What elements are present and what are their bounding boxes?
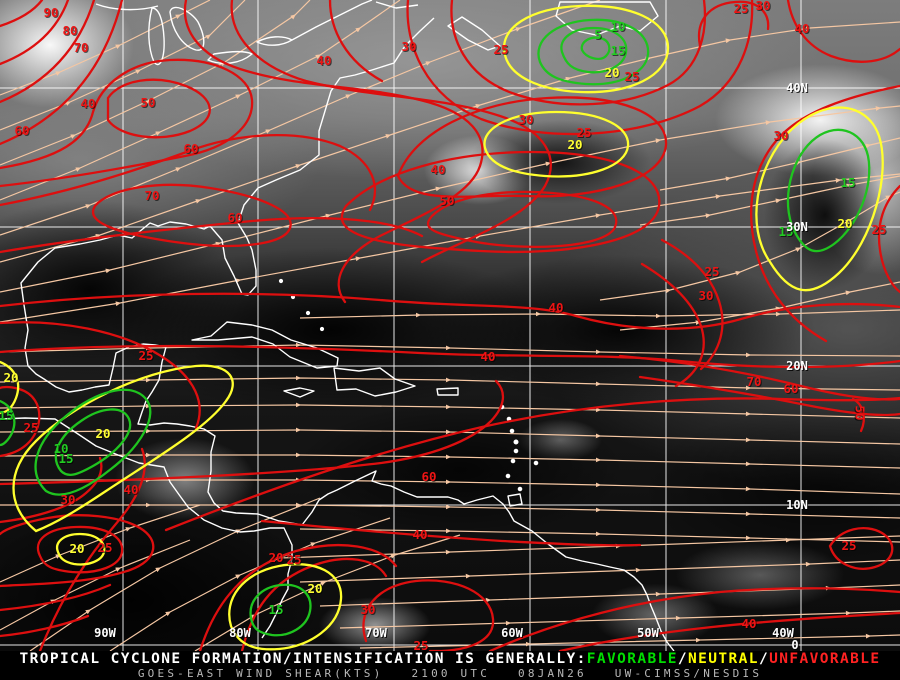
banner-neutral: NEUTRAL xyxy=(688,651,759,667)
shear-value-label-green: 15 xyxy=(778,223,794,239)
shear-value-label-red: 40 xyxy=(80,95,96,111)
longitude-label: 50W xyxy=(637,626,659,640)
shear-value-label-red: 30 xyxy=(518,111,534,127)
longitude-label: 90W xyxy=(94,626,116,640)
shear-value-label-red: 50 xyxy=(140,94,156,110)
shear-value-label-red: 60 xyxy=(14,122,30,138)
shear-value-label-green: 10 xyxy=(610,18,626,34)
latitude-label: 40N xyxy=(786,81,808,95)
shear-value-label-green: 15 xyxy=(610,42,626,58)
shear-value-label-green: 15 xyxy=(58,450,74,466)
shear-value-label-red: 25 xyxy=(493,41,509,57)
shear-value-label-red: 30 xyxy=(755,0,771,13)
shear-value-label-red: 60 xyxy=(183,140,199,156)
latitude-label: 20N xyxy=(786,359,808,373)
map-overlay-svg xyxy=(0,0,900,651)
favorability-banner: TROPICAL CYCLONE FORMATION/INTENSIFICATI… xyxy=(0,651,900,668)
longitude-label: 40W xyxy=(772,626,794,640)
shear-value-label-yellow: 20 xyxy=(837,215,853,231)
shear-value-label-red: 70 xyxy=(746,373,762,389)
shear-value-label-yellow: 20 xyxy=(95,425,111,441)
shear-value-label-red: 25 xyxy=(23,419,39,435)
shear-value-label-red: 40 xyxy=(548,299,564,315)
shear-value-label-yellow: 20 xyxy=(69,540,85,556)
shear-value-label-red: 60 xyxy=(421,468,437,484)
shear-value-label-red: 40 xyxy=(316,52,332,68)
shear-value-label-red: 40 xyxy=(412,526,428,542)
shear-value-label-red: 25 xyxy=(704,263,720,279)
shear-value-label-red: 40 xyxy=(123,481,139,497)
satellite-map: 90 80 70 60 40 50 60 70 60 40 30 25 25 25 30 40 30 25 40 50… xyxy=(0,0,900,651)
latitude-label: 0 xyxy=(791,638,799,651)
banner-favorable: FAVORABLE xyxy=(586,651,678,667)
shear-value-label-green: 10 xyxy=(53,440,69,456)
shear-value-label-yellow: 20 xyxy=(3,369,19,385)
latitude-label: 10N xyxy=(786,498,808,512)
shear-value-label-red: 60 xyxy=(227,209,243,225)
banner-separator-2: / xyxy=(758,651,770,667)
shear-value-label-red: 40 xyxy=(480,348,496,364)
shear-value-label-green: 15 xyxy=(0,407,14,423)
shear-value-label-red: 90 xyxy=(43,4,59,20)
data-source: UW-CIMSS/NESDIS xyxy=(614,667,763,680)
shear-value-label-yellow: 20 xyxy=(567,136,583,152)
longitude-label: 80W xyxy=(229,626,251,640)
shear-value-label-red: 40 xyxy=(794,20,810,36)
shear-value-label-red: 70 xyxy=(144,187,160,203)
shear-value-label-green: 15 xyxy=(840,174,856,190)
coastline-layer xyxy=(0,0,675,651)
shear-contours-yellow xyxy=(0,4,884,651)
product-name: GOES-EAST WIND SHEAR(KTS) xyxy=(137,667,384,680)
shear-value-label-red: 30 xyxy=(698,287,714,303)
shear-value-label-red: 60 xyxy=(783,380,799,396)
latitude-label: 30N xyxy=(786,220,808,234)
credit-line: GOES-EAST WIND SHEAR(KTS) 2100 UTC 08JAN… xyxy=(0,668,900,680)
shear-value-label-red: 20 xyxy=(268,549,284,565)
valid-date: 08JAN26 xyxy=(518,667,587,680)
shear-value-label-red: 25 xyxy=(733,0,749,16)
banner-prefix: TROPICAL CYCLONE FORMATION/INTENSIFICATI… xyxy=(19,651,587,667)
valid-time: 2100 UTC xyxy=(411,667,491,680)
shear-value-label-red: 30 xyxy=(401,38,417,54)
shear-value-label-red: 30 xyxy=(360,601,376,617)
shear-value-label-red: 70 xyxy=(73,39,89,55)
shear-value-label-red: 40 xyxy=(741,615,757,631)
shear-value-label-red: 30 xyxy=(773,127,789,143)
shear-value-label-red: 40 xyxy=(430,161,446,177)
shear-value-label-red: 25 xyxy=(871,221,887,237)
longitude-label: 70W xyxy=(365,626,387,640)
longitude-label: 60W xyxy=(501,626,523,640)
map-label-layer: 90 80 70 60 40 50 60 70 60 40 30 25 25 25 30 40 30 25 40 50… xyxy=(0,0,887,651)
shear-value-label-red: 25 xyxy=(624,68,640,84)
shear-value-label-red: 25 xyxy=(576,124,592,140)
shear-contours-red xyxy=(0,0,900,651)
shear-value-label-red: 25 xyxy=(841,537,857,553)
banner-separator-1: / xyxy=(677,651,689,667)
shear-value-label-red: 25 xyxy=(286,551,302,567)
shear-value-label-yellow: 20 xyxy=(307,580,323,596)
shear-value-label-red: 30 xyxy=(60,491,76,507)
shear-value-label-red: 80 xyxy=(62,22,78,38)
shear-value-label-red: 50 xyxy=(852,405,868,421)
banner-unfavorable: UNFAVORABLE xyxy=(769,651,881,667)
shear-value-label-yellow: 20 xyxy=(604,64,620,80)
shear-value-label-red: 50 xyxy=(439,192,455,208)
shear-value-label-red: 25 xyxy=(97,539,113,555)
shear-value-label-red: 25 xyxy=(138,347,154,363)
shear-value-label-green: 15 xyxy=(268,601,284,617)
shear-value-label-red: 25 xyxy=(413,637,429,651)
shear-contours-green xyxy=(0,18,871,637)
shear-value-label-green: 5 xyxy=(594,26,602,42)
